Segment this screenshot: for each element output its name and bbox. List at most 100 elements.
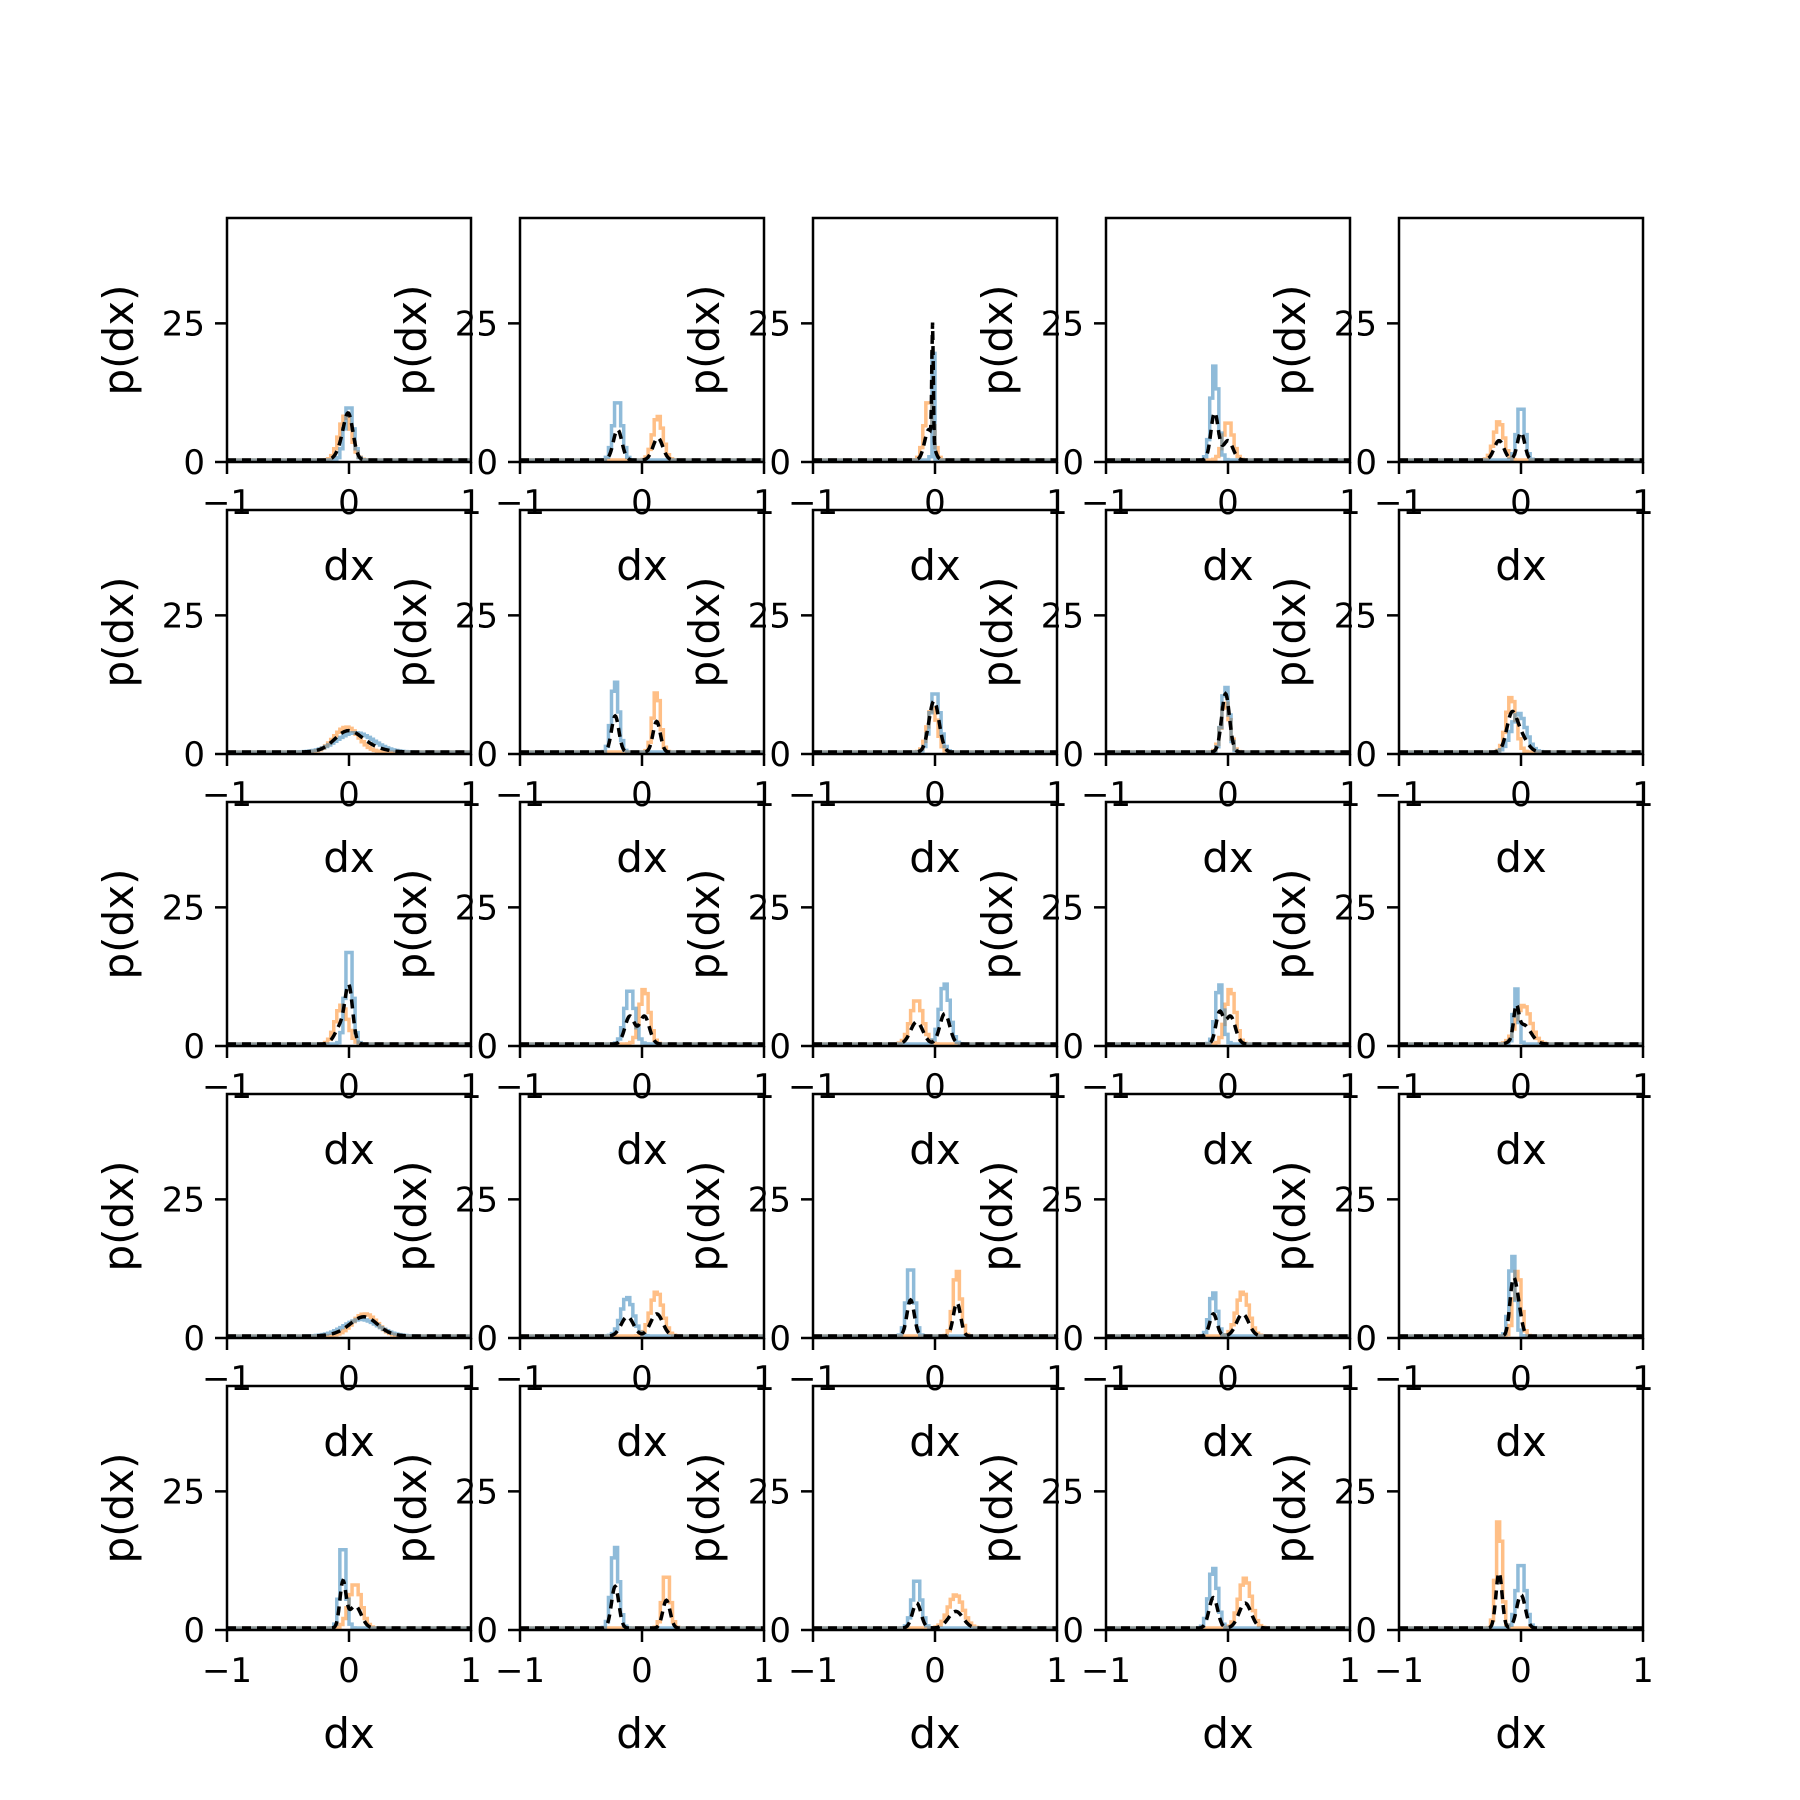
y-tick-label: 0 [183, 735, 205, 775]
y-axis-label: p(dx) [1266, 577, 1315, 688]
series-orange-histogram [520, 691, 764, 754]
series-combined-curve [227, 728, 471, 754]
y-axis-label: p(dx) [973, 285, 1022, 396]
series-combined-curve [813, 1601, 1057, 1630]
x-tick-label: −1 [202, 1651, 252, 1691]
series-combined-curve [1106, 1311, 1350, 1338]
x-tick-label: 1 [1046, 775, 1068, 815]
series-orange-histogram [227, 1003, 471, 1046]
x-tick-label: 1 [1632, 775, 1654, 815]
x-tick-label: 0 [631, 1067, 653, 1107]
series-combined-curve [520, 427, 764, 462]
x-axis-label: dx [1495, 1709, 1547, 1758]
series-combined-curve [813, 1297, 1057, 1338]
y-axis-label: p(dx) [1266, 1161, 1315, 1272]
x-tick-label: 1 [1339, 1359, 1361, 1399]
x-tick-label: 0 [1510, 483, 1532, 523]
x-tick-label: −1 [495, 1651, 545, 1691]
y-tick-label: 25 [455, 888, 498, 928]
y-tick-label: 25 [455, 1472, 498, 1512]
x-axis-label: dx [323, 833, 375, 882]
series-combined-curve [1399, 430, 1643, 462]
series-orange-histogram [520, 1575, 764, 1630]
x-tick-label: 0 [338, 1359, 360, 1399]
y-axis-label: p(dx) [387, 285, 436, 396]
x-tick-label: 0 [1217, 483, 1239, 523]
x-axis-label: dx [1202, 833, 1254, 882]
y-tick-label: 0 [1062, 1611, 1084, 1651]
y-tick-label: 25 [748, 596, 791, 636]
y-tick-label: 25 [1041, 304, 1084, 344]
y-axis-label: p(dx) [94, 1453, 143, 1564]
x-tick-label: 1 [1632, 483, 1654, 523]
x-tick-label: 1 [1339, 775, 1361, 815]
y-axis-label: p(dx) [680, 577, 729, 688]
panel-curves [813, 322, 1057, 462]
panel-curves [520, 1545, 764, 1630]
series-combined-curve [1106, 1595, 1350, 1630]
x-tick-label: 1 [460, 775, 482, 815]
x-axis-label: dx [616, 1125, 668, 1174]
y-tick-label: 25 [1334, 888, 1377, 928]
x-tick-label: 0 [631, 775, 653, 815]
panel-curves [1106, 364, 1350, 462]
y-tick-label: 25 [748, 304, 791, 344]
x-tick-label: 0 [924, 1067, 946, 1107]
x-tick-label: 0 [924, 1651, 946, 1691]
y-tick-label: 0 [183, 1319, 205, 1359]
x-tick-label: 1 [1046, 1359, 1068, 1399]
y-tick-label: 25 [1334, 304, 1377, 344]
x-tick-label: 0 [924, 1359, 946, 1399]
series-orange-histogram [1399, 1269, 1643, 1338]
x-axis-label: dx [616, 1417, 668, 1466]
panel-curves [520, 987, 764, 1046]
y-axis-label: p(dx) [973, 1161, 1022, 1272]
series-combined-curve [520, 1584, 764, 1630]
y-tick-label: 25 [455, 304, 498, 344]
x-tick-label: 1 [753, 1067, 775, 1107]
panel-curves [227, 950, 471, 1046]
y-axis-label: p(dx) [387, 1453, 436, 1564]
y-tick-label: 0 [183, 1027, 205, 1067]
y-axis-label: p(dx) [94, 285, 143, 396]
panel-curves [227, 406, 471, 462]
y-axis-label: p(dx) [973, 577, 1022, 688]
series-combined-curve [227, 981, 471, 1046]
panel-curves [1106, 1566, 1350, 1630]
x-axis-label: dx [1495, 1417, 1547, 1466]
y-tick-label: 25 [1334, 596, 1377, 636]
y-axis-label: p(dx) [387, 1161, 436, 1272]
x-tick-label: 1 [753, 775, 775, 815]
panel-curves [1399, 1254, 1643, 1338]
x-tick-label: 0 [631, 483, 653, 523]
series-combined-curve [520, 1014, 764, 1046]
series-orange-histogram [1106, 1290, 1350, 1338]
y-tick-label: 0 [1062, 1027, 1084, 1067]
y-tick-label: 25 [748, 888, 791, 928]
series-blue-histogram [520, 680, 764, 754]
y-tick-label: 0 [476, 1319, 498, 1359]
series-orange-histogram [1399, 1520, 1643, 1630]
y-axis-label: p(dx) [1266, 1453, 1315, 1564]
y-axis-label: p(dx) [680, 1161, 729, 1272]
panel-curves [1399, 987, 1643, 1046]
x-tick-label: 0 [1217, 775, 1239, 815]
panel-curves [1399, 695, 1643, 754]
panel-curves [227, 1312, 471, 1338]
series-orange-histogram [1106, 1576, 1350, 1630]
x-axis-label: dx [323, 1709, 375, 1758]
x-tick-label: 1 [1339, 1651, 1361, 1691]
y-tick-label: 25 [1334, 1180, 1377, 1220]
y-tick-label: 25 [1334, 1472, 1377, 1512]
series-blue-histogram [1106, 1566, 1350, 1630]
x-tick-label: 0 [1510, 1651, 1532, 1691]
